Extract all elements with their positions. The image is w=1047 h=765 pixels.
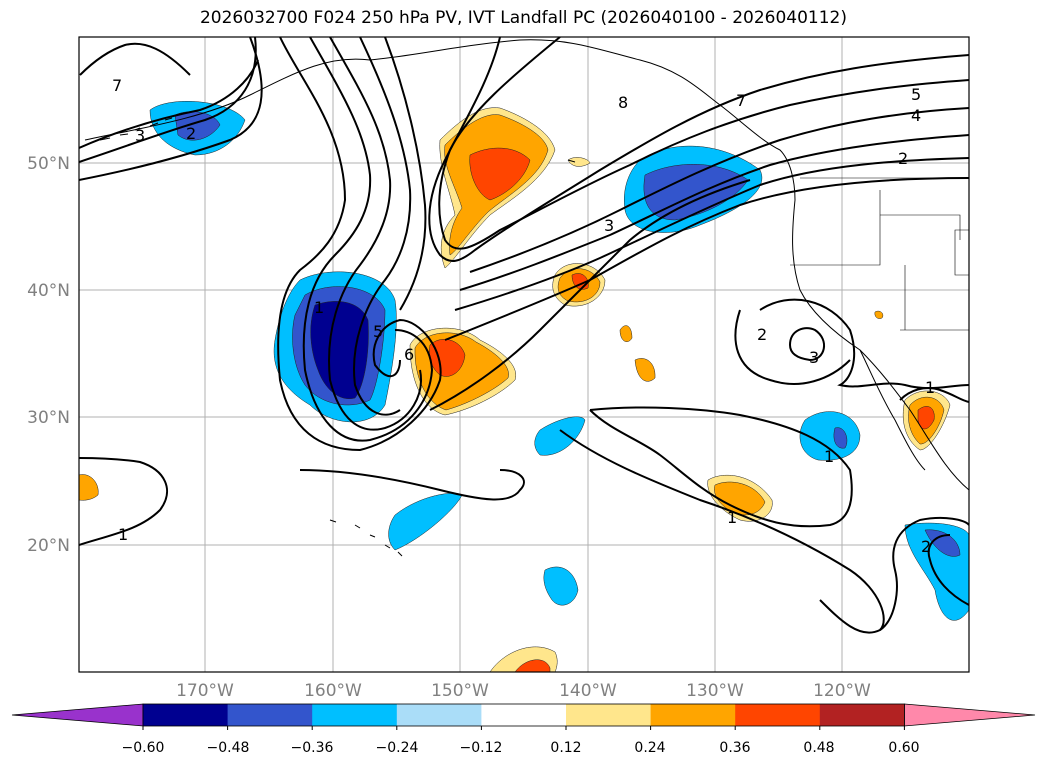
colorbar-segment bbox=[143, 704, 229, 726]
colorbar-extend-max bbox=[904, 703, 1036, 727]
colorbar-segment bbox=[312, 704, 398, 726]
small-island bbox=[567, 159, 576, 163]
lon-tick-label: 150°W bbox=[431, 681, 489, 701]
colorbar-segment bbox=[819, 704, 905, 726]
colorbar-labels: −0.60 −0.48 −0.36 −0.24 −0.12 0.12 0.24 … bbox=[122, 740, 920, 756]
contour-label: 1 bbox=[314, 298, 324, 317]
contour-label: 1 bbox=[925, 378, 935, 397]
colorbar-segment bbox=[650, 704, 736, 726]
colorbar-segment bbox=[566, 704, 652, 726]
state-border-d bbox=[954, 229, 969, 276]
lat-tick-label: 30°N bbox=[27, 408, 70, 428]
colorbar-tick-label: 0.60 bbox=[888, 740, 919, 756]
map-area: 7 3 2 8 7 5 4 2 3 5 6 1 2 3 1 1 1 2 1 bbox=[79, 37, 969, 672]
pos-blob-tiny bbox=[874, 310, 884, 319]
ivt-contours bbox=[79, 37, 969, 634]
map-title: 2026032700 F024 250 hPa PV, IVT Landfall… bbox=[199, 8, 847, 28]
contour-label: 3 bbox=[135, 126, 145, 145]
neg-blob-baja-core bbox=[833, 427, 848, 449]
hawaii-islands bbox=[329, 519, 403, 557]
neg-blob-mexico-core bbox=[924, 529, 961, 557]
pos-blob-west-edge bbox=[79, 474, 99, 501]
lon-tick-label: 120°W bbox=[813, 681, 871, 701]
contour-label: 1 bbox=[727, 508, 737, 527]
lon-tick-label: 140°W bbox=[559, 681, 617, 701]
neg-blob-hawaii-north bbox=[388, 492, 463, 551]
contour-label: 4 bbox=[911, 106, 921, 125]
pos-blob-small-a bbox=[619, 325, 633, 342]
colorbar-tick-label: −0.12 bbox=[460, 740, 503, 756]
colorbar-extend-min bbox=[11, 703, 144, 727]
contour-label: 5 bbox=[373, 322, 383, 341]
contour-label: 3 bbox=[809, 348, 819, 367]
colorbar-tick-label: −0.48 bbox=[207, 740, 250, 756]
contour-label: 5 bbox=[911, 85, 921, 104]
colorbar-outline bbox=[142, 703, 905, 727]
colorbar-tick-label: −0.24 bbox=[376, 740, 419, 756]
neg-blob-dateline bbox=[534, 416, 586, 456]
pos-blob-small-b bbox=[634, 358, 656, 382]
contour-label: 2 bbox=[921, 537, 931, 556]
pos-blob-gulf-core bbox=[469, 147, 531, 201]
map-frame bbox=[78, 36, 970, 673]
lon-axis-labels: 170°W 160°W 150°W 140°W 130°W 120°W bbox=[176, 681, 871, 701]
lat-tick-label: 50°N bbox=[27, 154, 70, 174]
aleutian-chain bbox=[99, 117, 173, 141]
contour-label: 6 bbox=[404, 345, 414, 364]
colorbar-segment bbox=[481, 704, 567, 726]
colorbar-tick-label: 0.48 bbox=[803, 740, 834, 756]
contour-label: 2 bbox=[898, 149, 908, 168]
contour-label: 2 bbox=[186, 124, 196, 143]
contour-label: 8 bbox=[618, 93, 628, 112]
colorbar-tick-label: 0.36 bbox=[719, 740, 750, 756]
contour-label: 3 bbox=[604, 216, 614, 235]
alaska-coast bbox=[84, 39, 796, 201]
colorbar-segments bbox=[11, 703, 1036, 730]
lon-tick-label: 130°W bbox=[686, 681, 744, 701]
colorbar: −0.60 −0.48 −0.36 −0.24 −0.12 0.12 0.24 … bbox=[11, 703, 1036, 756]
contour-label: 1 bbox=[824, 447, 834, 466]
colorbar-tick-label: −0.60 bbox=[122, 740, 165, 756]
colorbar-segment bbox=[396, 704, 482, 726]
colorbar-tick-label: −0.36 bbox=[291, 740, 334, 756]
lon-tick-label: 160°W bbox=[304, 681, 362, 701]
state-border-b bbox=[880, 214, 961, 240]
contour-label: 7 bbox=[736, 91, 746, 110]
neg-blob-south bbox=[543, 566, 579, 606]
lat-tick-label: 40°N bbox=[27, 281, 70, 301]
pos-blob-bottom-core bbox=[514, 659, 551, 672]
lat-tick-label: 20°N bbox=[27, 536, 70, 556]
colorbar-segment bbox=[735, 704, 821, 726]
lon-tick-label: 170°W bbox=[176, 681, 234, 701]
baja-coast bbox=[859, 349, 926, 471]
colorbar-tick-label: 0.12 bbox=[550, 740, 581, 756]
contour-label: 1 bbox=[118, 525, 128, 544]
contour-label: 2 bbox=[757, 325, 767, 344]
pos-blob-small-c bbox=[567, 157, 591, 167]
contour-label: 7 bbox=[112, 76, 122, 95]
colorbar-tick-label: 0.24 bbox=[634, 740, 665, 756]
contour-label-group: 7 3 2 8 7 5 4 2 3 5 6 1 2 3 1 1 1 2 1 bbox=[112, 76, 935, 556]
colorbar-segment bbox=[227, 704, 313, 726]
coastlines bbox=[84, 39, 969, 557]
lat-axis-labels: 50°N 40°N 30°N 20°N bbox=[27, 154, 70, 556]
